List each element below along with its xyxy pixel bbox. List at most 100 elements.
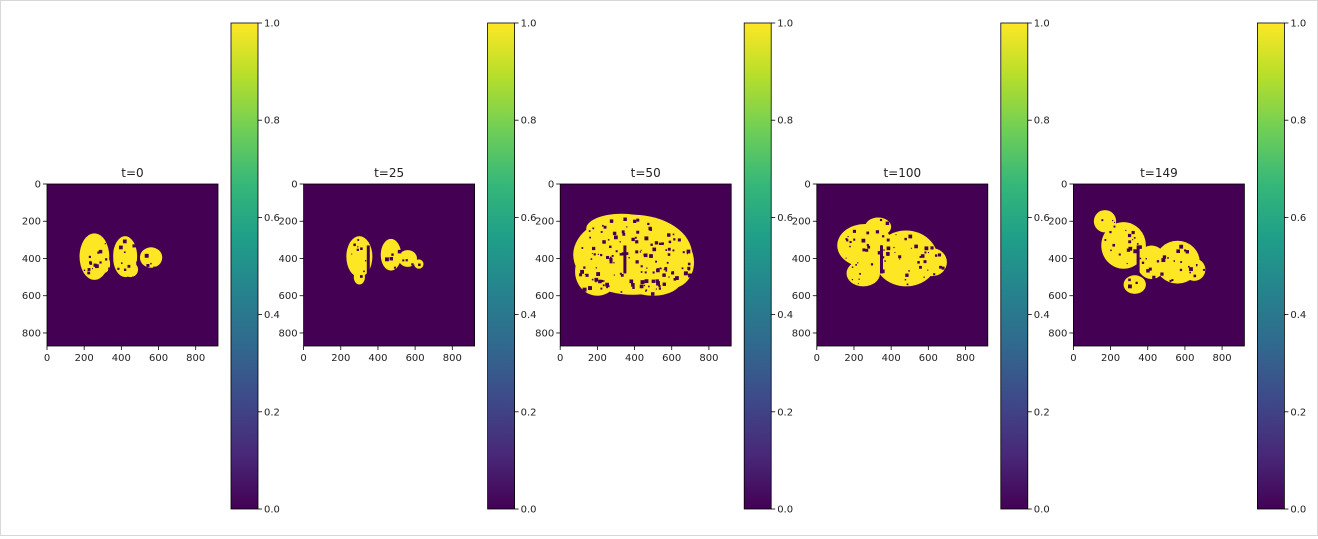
mask-hole	[153, 266, 158, 271]
colorbar-tick-label: 0.6	[777, 213, 793, 224]
mask-hole	[619, 241, 621, 243]
mask-hole	[620, 291, 623, 293]
x-tick-label: 0	[44, 353, 50, 364]
mask-blob	[353, 269, 365, 285]
mask-hole	[933, 273, 936, 276]
y-tick-label: 800	[1048, 328, 1067, 339]
mask-hole	[1146, 269, 1150, 273]
mask-hole	[418, 263, 421, 267]
mask-blob	[346, 236, 373, 278]
mask-hole	[1185, 250, 1189, 254]
mask-hole	[849, 245, 851, 248]
mask-hole	[879, 218, 883, 222]
mask-hole	[893, 246, 895, 249]
mask-hole	[589, 236, 591, 239]
mask-hole	[904, 279, 907, 281]
mask-hole	[645, 290, 647, 292]
x-tick-label: 600	[662, 353, 681, 364]
mask-hole	[634, 236, 637, 239]
mask-gap	[1136, 245, 1140, 274]
mask-hole	[636, 218, 640, 222]
mask-hole	[886, 252, 890, 256]
colorbar	[487, 22, 516, 510]
mask-hole	[606, 286, 608, 289]
x-tick-label: 800	[443, 353, 462, 364]
colorbar-tick-label: 0.6	[1034, 213, 1050, 224]
mask-hole	[665, 269, 668, 272]
mask-hole	[1104, 239, 1107, 241]
mask-hole	[861, 238, 866, 243]
mask-hole	[397, 249, 402, 254]
y-tick-label: 600	[279, 291, 298, 302]
mask-hole	[658, 285, 661, 288]
mask-hole	[675, 276, 679, 280]
colorbar-tick-label: 1.0	[521, 19, 537, 30]
mask-hole	[683, 271, 688, 276]
mask-hole	[363, 270, 365, 273]
mask-hole	[672, 249, 675, 252]
mask-blob	[139, 247, 163, 268]
mask-hole	[941, 266, 945, 270]
mask-hole	[1179, 268, 1183, 272]
mask-hole	[621, 252, 625, 256]
mask-hole	[625, 252, 629, 255]
mask-hole	[385, 257, 389, 262]
mask-hole	[581, 247, 584, 249]
mask-hole	[602, 240, 606, 244]
mask-hole	[923, 260, 927, 264]
mask-hole	[924, 251, 927, 254]
x-tick-label: 600	[149, 353, 168, 364]
mask-hole	[621, 230, 625, 234]
mask-hole	[640, 265, 643, 268]
mask-hole	[1138, 245, 1142, 249]
mask-hole	[1161, 258, 1166, 263]
mask-hole	[1202, 268, 1206, 271]
mask-hole	[105, 258, 108, 261]
axes-frame	[559, 183, 732, 347]
mask-hole	[98, 249, 103, 254]
mask-hole	[132, 244, 136, 248]
colorbar-tick-label: 0.4	[1034, 310, 1050, 321]
mask-hole	[894, 252, 896, 254]
mask-blob	[865, 217, 892, 237]
mask-hole	[937, 253, 942, 257]
mask-hole	[620, 273, 624, 277]
mask-hole	[597, 253, 599, 255]
mask-hole	[681, 267, 684, 270]
mask-hole	[660, 267, 662, 270]
mask-hole	[668, 240, 672, 244]
mask-hole	[852, 229, 856, 233]
mask-hole	[405, 259, 408, 262]
mask-hole	[635, 240, 639, 244]
x-tick-label: 0	[557, 353, 563, 364]
mask-hole	[123, 251, 126, 254]
mask-hole	[623, 217, 627, 222]
mask-hole	[927, 252, 930, 254]
y-tick-label: 400	[1048, 254, 1067, 265]
y-tick-label: 600	[535, 291, 554, 302]
colorbar-tick-label: 0.2	[264, 407, 280, 418]
mask-hole	[643, 284, 646, 287]
mask-hole	[595, 267, 597, 269]
mask-hole	[640, 280, 645, 285]
mask-hole	[867, 245, 871, 249]
panel-title: t=25	[374, 166, 404, 180]
mask-hole	[613, 274, 615, 276]
mask-hole	[353, 243, 356, 247]
mask-hole	[588, 286, 592, 291]
mask-hole	[644, 279, 649, 284]
mask-hole	[594, 277, 599, 282]
mask-hole	[673, 277, 677, 281]
mask-blob	[95, 254, 111, 274]
y-tick-label: 200	[1048, 217, 1067, 228]
mask-hole	[851, 266, 854, 268]
mask-hole	[593, 253, 596, 256]
mask-hole	[671, 271, 675, 275]
mask-hole	[104, 243, 107, 245]
mask-hole	[858, 278, 860, 280]
mask-hole	[120, 262, 123, 264]
mask-hole	[612, 231, 617, 236]
x-tick-label: 0	[814, 353, 820, 364]
mask-hole	[635, 260, 639, 264]
mask-hole	[847, 235, 849, 238]
